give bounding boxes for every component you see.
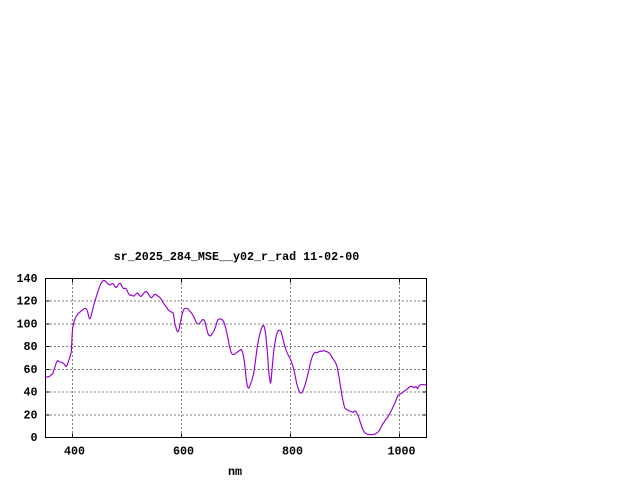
svg-text:sr_2025_284_MSE__y02_r_rad 11-: sr_2025_284_MSE__y02_r_rad 11-02-00 <box>114 250 359 264</box>
svg-text:0: 0 <box>30 431 37 445</box>
svg-text:40: 40 <box>23 386 37 400</box>
svg-text:20: 20 <box>23 408 37 422</box>
svg-text:140: 140 <box>16 272 37 286</box>
svg-text:nm: nm <box>228 465 242 479</box>
svg-text:800: 800 <box>282 445 303 459</box>
svg-text:60: 60 <box>23 363 37 377</box>
svg-text:80: 80 <box>23 340 37 354</box>
svg-text:400: 400 <box>64 445 85 459</box>
svg-text:120: 120 <box>16 295 37 309</box>
svg-text:1000: 1000 <box>387 445 415 459</box>
svg-text:100: 100 <box>16 317 37 331</box>
svg-text:600: 600 <box>173 445 194 459</box>
